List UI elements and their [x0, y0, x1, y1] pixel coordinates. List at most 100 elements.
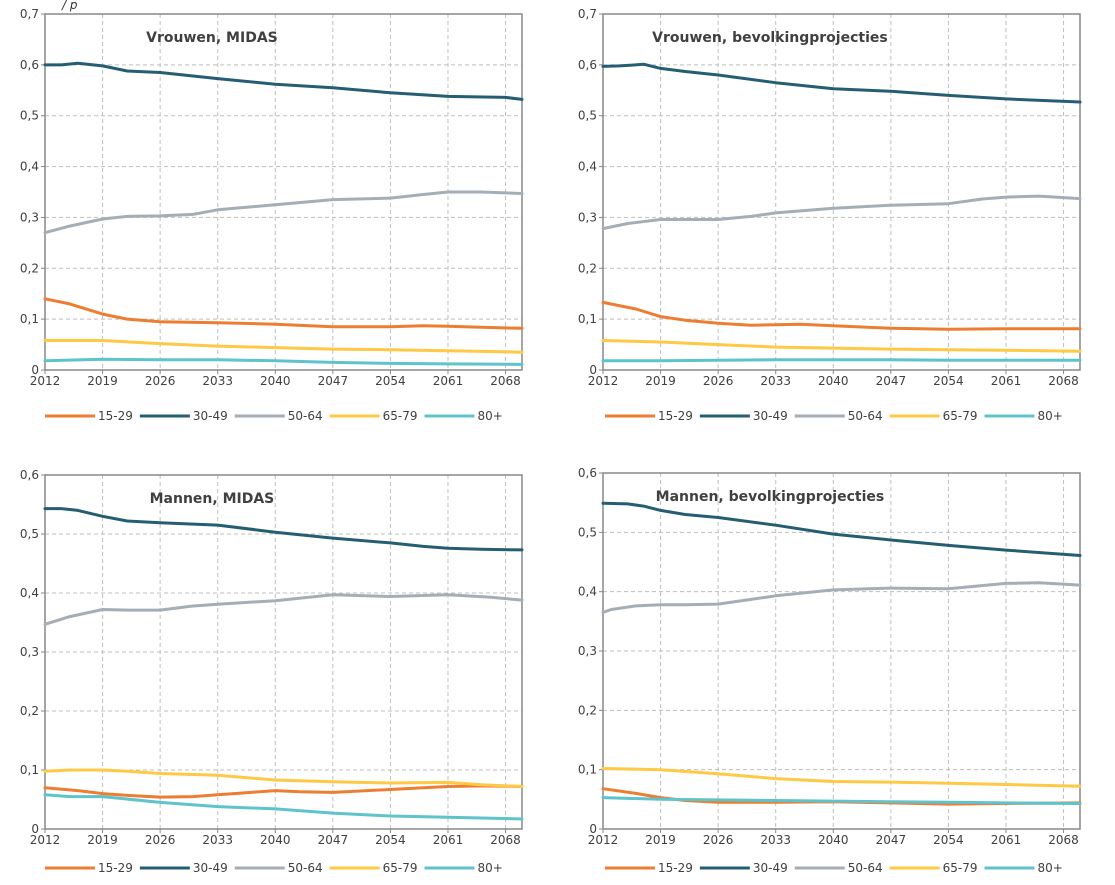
legend-label: 80+	[478, 409, 503, 423]
y-tick-label: 0,2	[578, 261, 597, 275]
legend-label: 15-29	[98, 409, 133, 423]
x-tick-label: 2040	[260, 833, 291, 847]
legend-label: 50-64	[848, 409, 883, 423]
chart-panel-vrouwen-bevolkingprojecties: 0 0,1 0,2 0,3 0,4 0,5 0,6 0,7 2012 2019 2026 2033 20…	[578, 7, 1082, 423]
y-tick-label: 0,1	[20, 763, 39, 777]
y-tick-label: 0,7	[578, 7, 597, 21]
legend-label: 50-64	[288, 409, 323, 423]
series-line-30-49	[601, 501, 1082, 557]
legend-label: 80+	[1038, 409, 1063, 423]
x-tick-label: 2033	[202, 374, 233, 388]
x-tick-label: 2068	[490, 833, 521, 847]
chart-panel-mannen-bevolkingprojecties: 0 0,1 0,2 0,3 0,4 0,5 0,6 2012 2019 2026 2033 2040 2…	[578, 466, 1082, 875]
x-tick-label: 2047	[876, 833, 907, 847]
legend-label: 65-79	[383, 409, 418, 423]
y-tick-label: 0,4	[20, 586, 39, 600]
x-tick-label: 2040	[818, 374, 849, 388]
legend-label: 80+	[478, 861, 503, 875]
series-line-80plus	[601, 796, 1082, 805]
legend-label: 80+	[1038, 861, 1063, 875]
legend-label: 30-49	[193, 409, 228, 423]
legend-label: 65-79	[383, 861, 418, 875]
y-tick-label: 0,5	[578, 109, 597, 123]
y-tick-label: 0,1	[578, 312, 597, 326]
y-tick-label: 0,5	[578, 525, 597, 539]
series-line-80plus	[43, 793, 524, 821]
series-line-30-49	[43, 61, 524, 101]
x-tick-label: 2061	[991, 833, 1022, 847]
y-tick-label: 0,7	[20, 7, 39, 21]
x-tick-label: 2061	[433, 833, 464, 847]
x-tick-label: 2026	[145, 374, 176, 388]
legend-label: 15-29	[658, 861, 693, 875]
x-tick-label: 2019	[645, 833, 676, 847]
x-tick-label: 2033	[202, 833, 233, 847]
y-tick-label: 0,4	[578, 585, 597, 599]
y-tick-label: 0,2	[20, 704, 39, 718]
y-tick-label: 0,6	[578, 466, 597, 480]
chart-panel-vrouwen-midas: 0 0,1 0,2 0,3 0,4 0,5 0,6 0,7 2012 2019 2026 2033 20…	[20, 7, 524, 423]
y-tick-label: 0,3	[20, 645, 39, 659]
series-line-30-49	[43, 507, 524, 552]
x-tick-label: 2019	[87, 833, 118, 847]
series-line-30-49	[601, 62, 1082, 104]
series-line-65-79	[601, 339, 1082, 353]
y-tick-label: 0,6	[578, 58, 597, 72]
y-tick-label: 0,4	[20, 160, 39, 174]
y-tick-label: 0,5	[20, 109, 39, 123]
y-tick-label: 0,2	[20, 261, 39, 275]
x-tick-label: 2047	[318, 833, 349, 847]
y-tick-label: 0,2	[578, 703, 597, 717]
legend-label: 65-79	[943, 861, 978, 875]
x-tick-label: 2061	[991, 374, 1022, 388]
series-line-50-64	[43, 593, 524, 626]
x-tick-label: 2054	[375, 833, 406, 847]
y-tick-label: 0,1	[20, 312, 39, 326]
y-tick-label: 0	[589, 363, 597, 377]
legend-label: 50-64	[288, 861, 323, 875]
x-tick-label: 2068	[490, 374, 521, 388]
x-tick-label: 2012	[588, 374, 619, 388]
series-line-80plus	[43, 357, 524, 366]
x-tick-label: 2068	[1048, 833, 1079, 847]
series-line-15-29	[43, 784, 524, 799]
y-tick-label: 0,4	[578, 160, 597, 174]
x-tick-label: 2026	[145, 833, 176, 847]
series-line-80plus	[601, 358, 1082, 363]
legend-label: 30-49	[193, 861, 228, 875]
series-line-65-79	[43, 339, 524, 354]
x-tick-label: 2054	[933, 374, 964, 388]
chart-title: Vrouwen, bevolkingprojecties	[652, 30, 888, 46]
legend-label: 65-79	[943, 409, 978, 423]
y-tick-label: 0	[31, 363, 39, 377]
y-tick-label: 0,1	[578, 763, 597, 777]
chart-title: Vrouwen, MIDAS	[146, 30, 278, 46]
legend-label: 30-49	[753, 409, 788, 423]
chart-panel-mannen-midas: 0 0,1 0,2 0,3 0,4 0,5 0,6 2012 2019 2026 2033 2040 2…	[20, 468, 524, 875]
y-tick-label: 0,3	[578, 210, 597, 224]
x-tick-label: 2068	[1048, 374, 1079, 388]
legend-label: 15-29	[98, 861, 133, 875]
y-tick-label: 0,6	[20, 58, 39, 72]
series-line-50-64	[601, 581, 1082, 614]
y-tick-label: 0	[31, 822, 39, 836]
x-tick-label: 2033	[760, 833, 791, 847]
series-line-50-64	[43, 190, 524, 235]
series-line-65-79	[43, 768, 524, 788]
x-tick-label: 2047	[318, 374, 349, 388]
chart-title: Mannen, MIDAS	[150, 491, 275, 507]
chart-title: Mannen, bevolkingprojecties	[656, 489, 885, 505]
y-tick-label: 0,6	[20, 468, 39, 482]
x-tick-label: 2040	[818, 833, 849, 847]
x-tick-label: 2012	[30, 374, 61, 388]
series-line-15-29	[43, 297, 524, 330]
x-tick-label: 2012	[588, 833, 619, 847]
series-line-65-79	[601, 767, 1082, 788]
x-tick-label: 2054	[375, 374, 406, 388]
y-tick-label: 0,3	[578, 644, 597, 658]
x-tick-label: 2047	[876, 374, 907, 388]
y-tick-label: 0,5	[20, 527, 39, 541]
x-tick-label: 2033	[760, 374, 791, 388]
page-header-fragment: / p	[62, 0, 78, 12]
x-tick-label: 2054	[933, 833, 964, 847]
